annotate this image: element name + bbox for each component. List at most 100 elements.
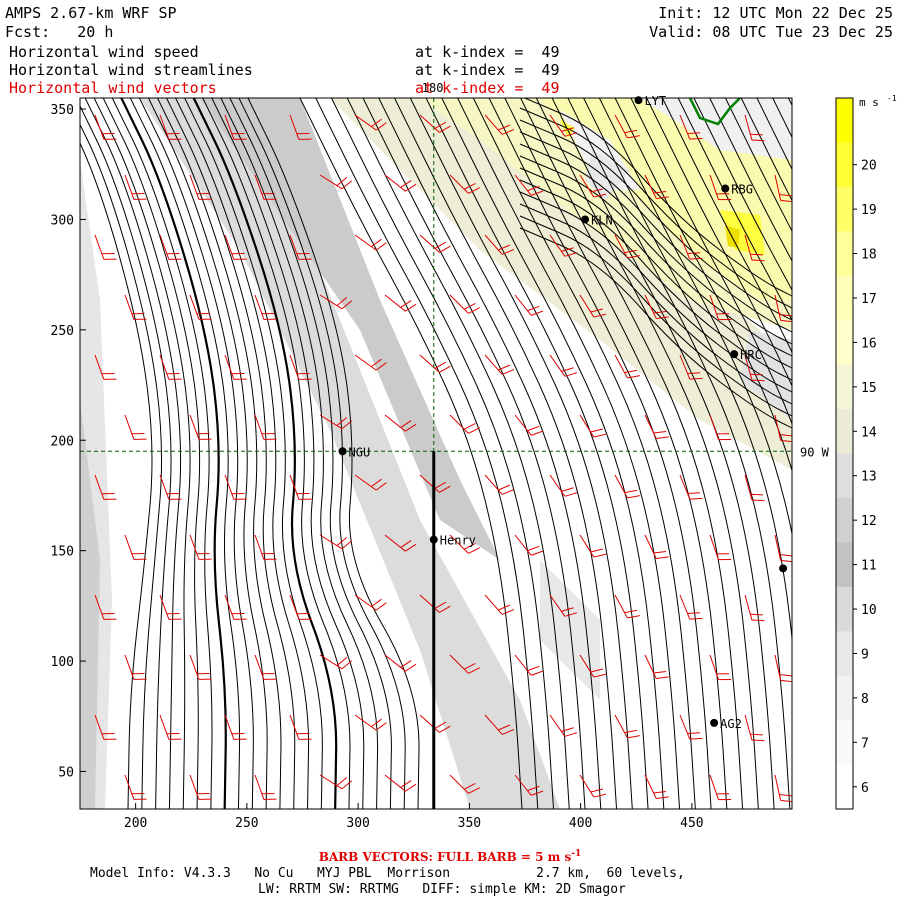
barb-shaft bbox=[579, 774, 595, 798]
barb-flag bbox=[687, 492, 701, 495]
barb-shaft bbox=[484, 594, 503, 615]
barb-flag bbox=[564, 132, 578, 137]
barb-shaft bbox=[124, 294, 135, 320]
barb-flag bbox=[751, 739, 765, 742]
wind-barb bbox=[644, 294, 669, 319]
forecast-hour: Fcst: 20 h bbox=[5, 23, 114, 41]
barb-flag bbox=[561, 367, 574, 372]
colorbar-swatch bbox=[836, 631, 853, 677]
barb-shaft bbox=[319, 414, 343, 430]
barb-shaft bbox=[549, 594, 566, 617]
barb-flag bbox=[261, 552, 275, 555]
barb-flag bbox=[336, 177, 348, 186]
barb-flag bbox=[439, 605, 451, 613]
barb-flag bbox=[233, 498, 247, 500]
barb-legend-text: BARB VECTORS: FULL BARB = 5 m s bbox=[318, 850, 572, 864]
wind-barb bbox=[449, 294, 480, 314]
barb-shaft bbox=[159, 114, 170, 140]
field-streamlines-name: Horizontal wind streamlines bbox=[9, 61, 253, 79]
barb-flag bbox=[101, 612, 115, 615]
barb-shaft bbox=[354, 114, 377, 131]
streamline bbox=[551, 98, 775, 809]
streamline bbox=[504, 98, 728, 809]
barb-flag bbox=[298, 258, 312, 260]
barb-shaft bbox=[189, 654, 200, 680]
wind-barb bbox=[744, 594, 765, 622]
barb-shaft bbox=[484, 714, 503, 735]
barb-flag bbox=[405, 663, 417, 672]
barb-shaft bbox=[579, 294, 595, 318]
barb-flag bbox=[718, 318, 732, 321]
colorbar-label: 7 bbox=[861, 736, 869, 751]
colorbar-swatch bbox=[836, 542, 853, 588]
streamline bbox=[519, 179, 792, 381]
streamline bbox=[175, 98, 310, 809]
barb-flag bbox=[296, 252, 310, 255]
plot-frame bbox=[79, 97, 793, 810]
barb-flag bbox=[779, 794, 792, 797]
barb-flag bbox=[263, 798, 277, 800]
station-marker bbox=[429, 535, 438, 544]
x-tick-label: 400 bbox=[569, 816, 592, 831]
barb-flag bbox=[751, 139, 765, 142]
wind-barb bbox=[614, 354, 640, 379]
wind-barb bbox=[644, 534, 669, 559]
barb-shaft bbox=[744, 714, 753, 741]
barb-flag bbox=[196, 552, 210, 555]
barb-flag bbox=[779, 554, 792, 557]
speed-band bbox=[200, 98, 500, 560]
barb-flag bbox=[531, 190, 544, 196]
barb-shaft bbox=[94, 234, 105, 260]
station-marker bbox=[710, 718, 719, 727]
barb-flag bbox=[531, 790, 544, 796]
barb-flag bbox=[498, 604, 511, 611]
barb-flag bbox=[168, 138, 182, 140]
barb-shaft bbox=[644, 174, 657, 199]
wind-barb bbox=[579, 294, 607, 318]
barb-flag bbox=[233, 138, 247, 140]
barb-shaft bbox=[94, 594, 105, 620]
barb-flag bbox=[166, 492, 180, 495]
streamline bbox=[184, 98, 323, 809]
wind-barb bbox=[354, 234, 387, 251]
barb-flag bbox=[718, 558, 732, 561]
streamline bbox=[93, 98, 191, 809]
wind-barb bbox=[679, 234, 703, 260]
barb-flag bbox=[231, 252, 245, 255]
wind-barb bbox=[319, 174, 353, 190]
barb-flag bbox=[103, 738, 117, 740]
barb-shaft bbox=[189, 294, 200, 320]
wind-barb bbox=[419, 474, 451, 493]
barb-flag bbox=[298, 738, 312, 740]
colorbar-label: 9 bbox=[861, 647, 869, 662]
field-speed-level: at k-index = 49 bbox=[415, 43, 560, 61]
barb-shaft bbox=[679, 354, 691, 380]
streamline bbox=[102, 98, 201, 809]
barb-flag bbox=[780, 319, 792, 323]
wind-barb bbox=[744, 474, 765, 502]
station-marker bbox=[581, 215, 590, 224]
barb-flag bbox=[133, 318, 147, 320]
barb-flag bbox=[261, 672, 275, 675]
barb-flag bbox=[341, 420, 353, 430]
barb-flag bbox=[531, 670, 544, 676]
barb-shaft bbox=[549, 354, 566, 377]
barb-shaft bbox=[514, 774, 532, 796]
wind-barb bbox=[384, 534, 417, 552]
streamline bbox=[129, 98, 241, 809]
barb-shaft bbox=[774, 774, 782, 801]
barb-flag bbox=[590, 308, 604, 313]
barb-flag bbox=[751, 259, 765, 262]
barb-flag bbox=[166, 732, 180, 735]
barb-shaft bbox=[384, 534, 406, 552]
barb-flag bbox=[103, 378, 117, 380]
wind-barb bbox=[289, 114, 312, 140]
barb-shaft bbox=[514, 294, 532, 316]
barb-flag bbox=[716, 793, 730, 795]
barb-flag bbox=[341, 660, 353, 670]
field-vectors-name: Horizontal wind vectors bbox=[9, 79, 217, 97]
barb-flag bbox=[531, 310, 544, 316]
station-label: LYT bbox=[644, 94, 666, 108]
streamline bbox=[519, 107, 792, 309]
wind-barb bbox=[679, 714, 703, 740]
